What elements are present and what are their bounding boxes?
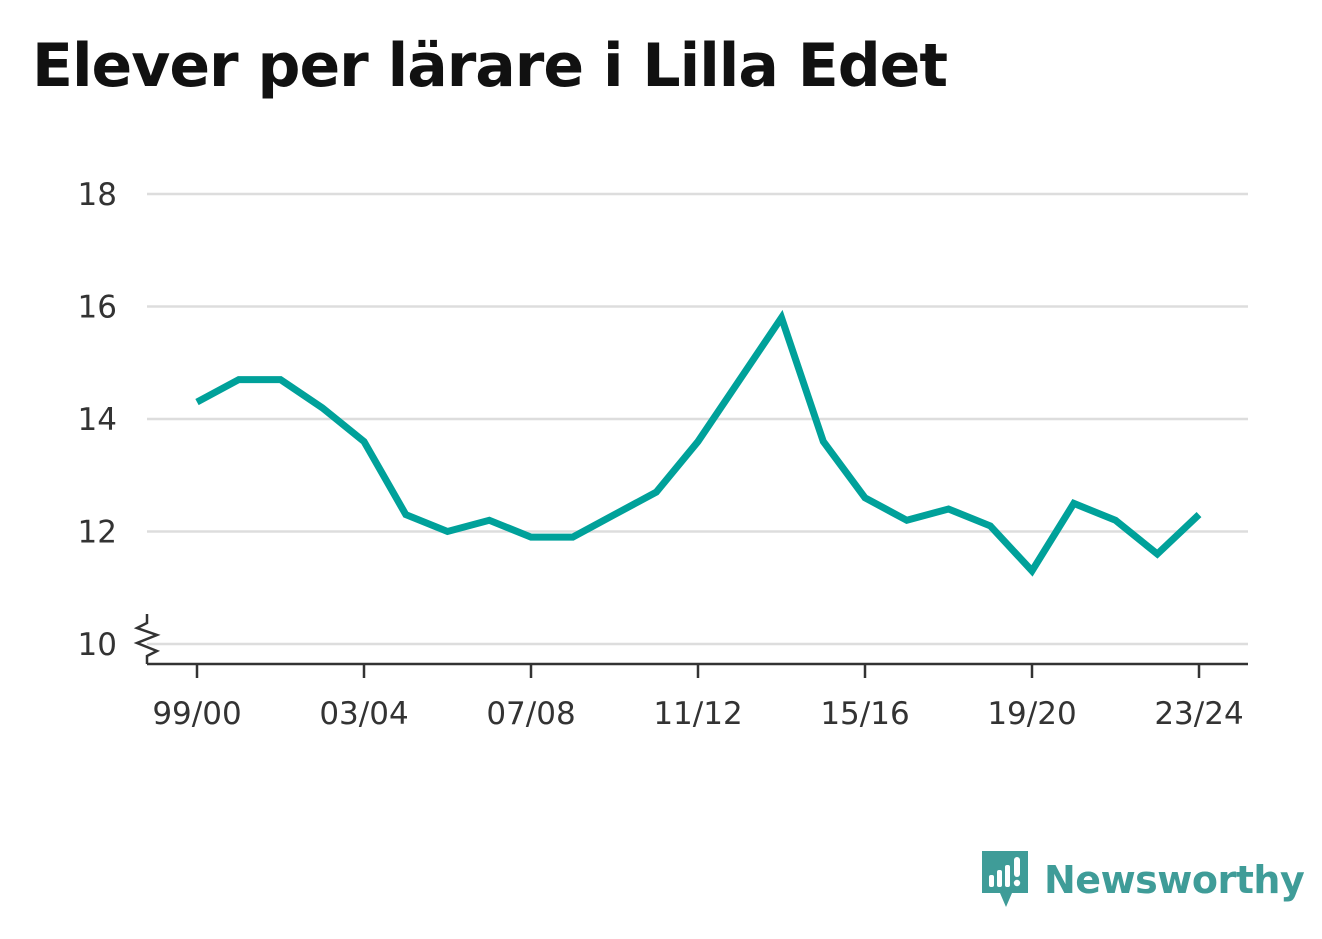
y-tick-label: 14 — [78, 402, 117, 438]
x-tick-label: 99/00 — [152, 696, 241, 732]
x-axis: 99/00 03/04 07/08 11/12 15/16 19/20 23/24 — [133, 614, 1248, 732]
x-tick-label: 23/24 — [1154, 696, 1243, 732]
x-tick-label: 19/20 — [987, 696, 1076, 732]
y-tick-label: 10 — [78, 627, 117, 663]
y-axis-break — [133, 614, 161, 664]
x-tick-label: 03/04 — [319, 696, 408, 732]
y-tick-label: 12 — [78, 515, 117, 551]
series-group — [195, 309, 1202, 577]
y-axis-tick-labels: 10 12 14 16 18 — [78, 177, 117, 663]
chart-title: Elever per lärare i Lilla Edet — [32, 31, 948, 101]
y-tick-label: 16 — [78, 290, 117, 326]
brand-name: Newsworthy — [1044, 858, 1305, 902]
gridlines — [147, 192, 1248, 646]
brand-logo: Newsworthy — [980, 848, 1305, 912]
x-tick-label: 07/08 — [486, 696, 575, 732]
series-line — [195, 309, 1202, 577]
y-tick-label: 18 — [78, 177, 117, 213]
x-tick-label: 11/12 — [653, 696, 742, 732]
newsworthy-logo-icon — [982, 851, 1028, 907]
x-tick-label: 15/16 — [820, 696, 909, 732]
